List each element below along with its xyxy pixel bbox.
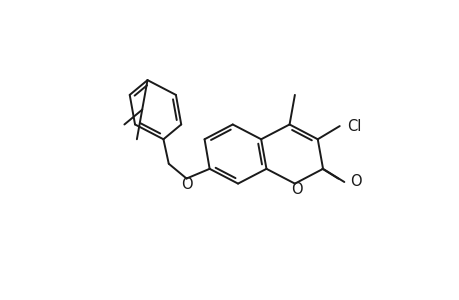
Text: O: O [180,177,192,192]
Text: O: O [349,175,361,190]
Text: O: O [290,182,302,197]
Text: Cl: Cl [346,118,360,134]
